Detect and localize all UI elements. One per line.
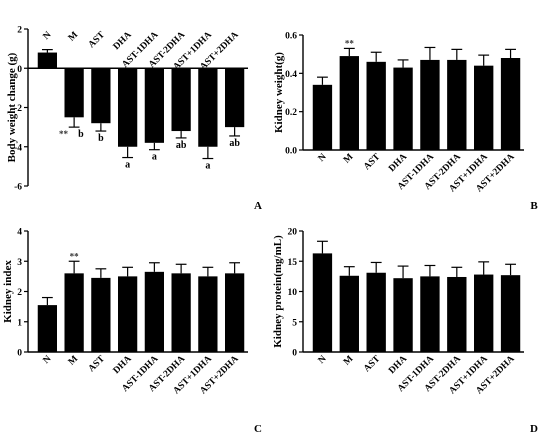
- y-tick-label: -2: [14, 104, 22, 114]
- group-annotation: a: [125, 160, 130, 171]
- category-label: AST: [87, 354, 108, 375]
- bar: [447, 59, 467, 150]
- category-label: AST: [87, 30, 108, 51]
- y-tick-label: 3: [17, 258, 22, 268]
- category-label: N: [317, 152, 329, 164]
- bar: [198, 276, 218, 352]
- y-tick-label: 0: [292, 349, 297, 359]
- category-label: DHA: [387, 354, 409, 376]
- panel-letter: A: [254, 200, 262, 212]
- bar: [339, 275, 359, 352]
- group-annotation: b: [78, 129, 84, 140]
- y-tick-label: 2: [17, 288, 22, 298]
- y-axis-label: Kidney index: [2, 260, 14, 323]
- category-label: M: [67, 30, 80, 43]
- y-tick-label: 0.2: [285, 108, 297, 118]
- bar: [37, 52, 58, 69]
- group-annotation: a: [152, 152, 157, 163]
- y-tick-label: 0.0: [285, 147, 297, 157]
- category-label: DHA: [112, 30, 134, 52]
- bar: [144, 68, 165, 143]
- category-label: M: [342, 354, 355, 367]
- bar: [312, 84, 333, 150]
- bar: [64, 68, 84, 118]
- y-tick-label: 2: [17, 26, 22, 36]
- bar: [117, 276, 138, 352]
- category-label: N: [317, 354, 329, 366]
- category-label: AST: [362, 152, 383, 173]
- panel-letter: C: [254, 423, 262, 435]
- y-tick-label: 0.4: [285, 70, 297, 80]
- y-tick-label: 10: [288, 288, 298, 298]
- bar: [366, 61, 386, 151]
- panel-a-body-weight-change: -6 -4 -2 0 2 Body weight change (g) N ** b Mb AST a…: [6, 26, 262, 213]
- bar: [91, 68, 111, 124]
- y-axis-label: Kidney protein(mg/mL): [272, 235, 284, 348]
- bar: [366, 272, 386, 352]
- significance-marker: **: [59, 129, 69, 139]
- category-label: N: [42, 30, 54, 42]
- bar: [339, 56, 359, 151]
- y-tick-label: 0: [17, 65, 22, 75]
- bar: [474, 274, 494, 352]
- category-label: N: [42, 354, 54, 366]
- group-annotation: a: [205, 161, 210, 172]
- bar: [393, 67, 413, 150]
- y-tick-label: -4: [14, 143, 22, 153]
- y-tick-label: 5: [292, 318, 297, 328]
- y-tick-label: 0.6: [285, 32, 297, 42]
- y-tick-label: 0: [17, 349, 22, 359]
- bar: [500, 58, 521, 150]
- group-annotation: ab: [176, 140, 187, 151]
- bar: [500, 275, 521, 352]
- y-axis-label: Kidney weight(g): [273, 52, 285, 133]
- y-tick-label: 1: [17, 318, 22, 328]
- significance-marker: **: [70, 251, 80, 261]
- category-label: AST: [362, 354, 383, 375]
- bar: [64, 273, 84, 352]
- y-tick-label: -6: [14, 183, 22, 193]
- bar: [37, 305, 58, 352]
- bar: [171, 68, 191, 132]
- bar: [312, 253, 333, 352]
- category-label: M: [67, 354, 80, 367]
- bar: [420, 59, 440, 150]
- bar: [420, 276, 440, 352]
- y-tick-label: 4: [17, 228, 22, 238]
- bar: [393, 278, 413, 352]
- bar: [171, 273, 191, 352]
- bar: [224, 273, 245, 352]
- bar: [144, 271, 165, 352]
- bar: [91, 277, 111, 352]
- y-tick-label: 20: [288, 228, 298, 238]
- bar: [198, 68, 218, 147]
- bar: [224, 68, 245, 128]
- category-label: DHA: [112, 354, 134, 376]
- category-label: DHA: [387, 152, 409, 174]
- category-label: M: [342, 152, 355, 165]
- group-annotation: b: [98, 133, 104, 144]
- significance-marker: **: [345, 38, 355, 48]
- bar: [117, 68, 138, 147]
- panel-letter: D: [530, 423, 538, 435]
- group-annotation: ab: [229, 138, 240, 149]
- bar: [474, 65, 494, 150]
- y-axis-label: Body weight change (g): [6, 52, 18, 162]
- panel-letter: B: [530, 200, 538, 212]
- bar: [447, 276, 467, 352]
- y-tick-label: 15: [288, 258, 298, 268]
